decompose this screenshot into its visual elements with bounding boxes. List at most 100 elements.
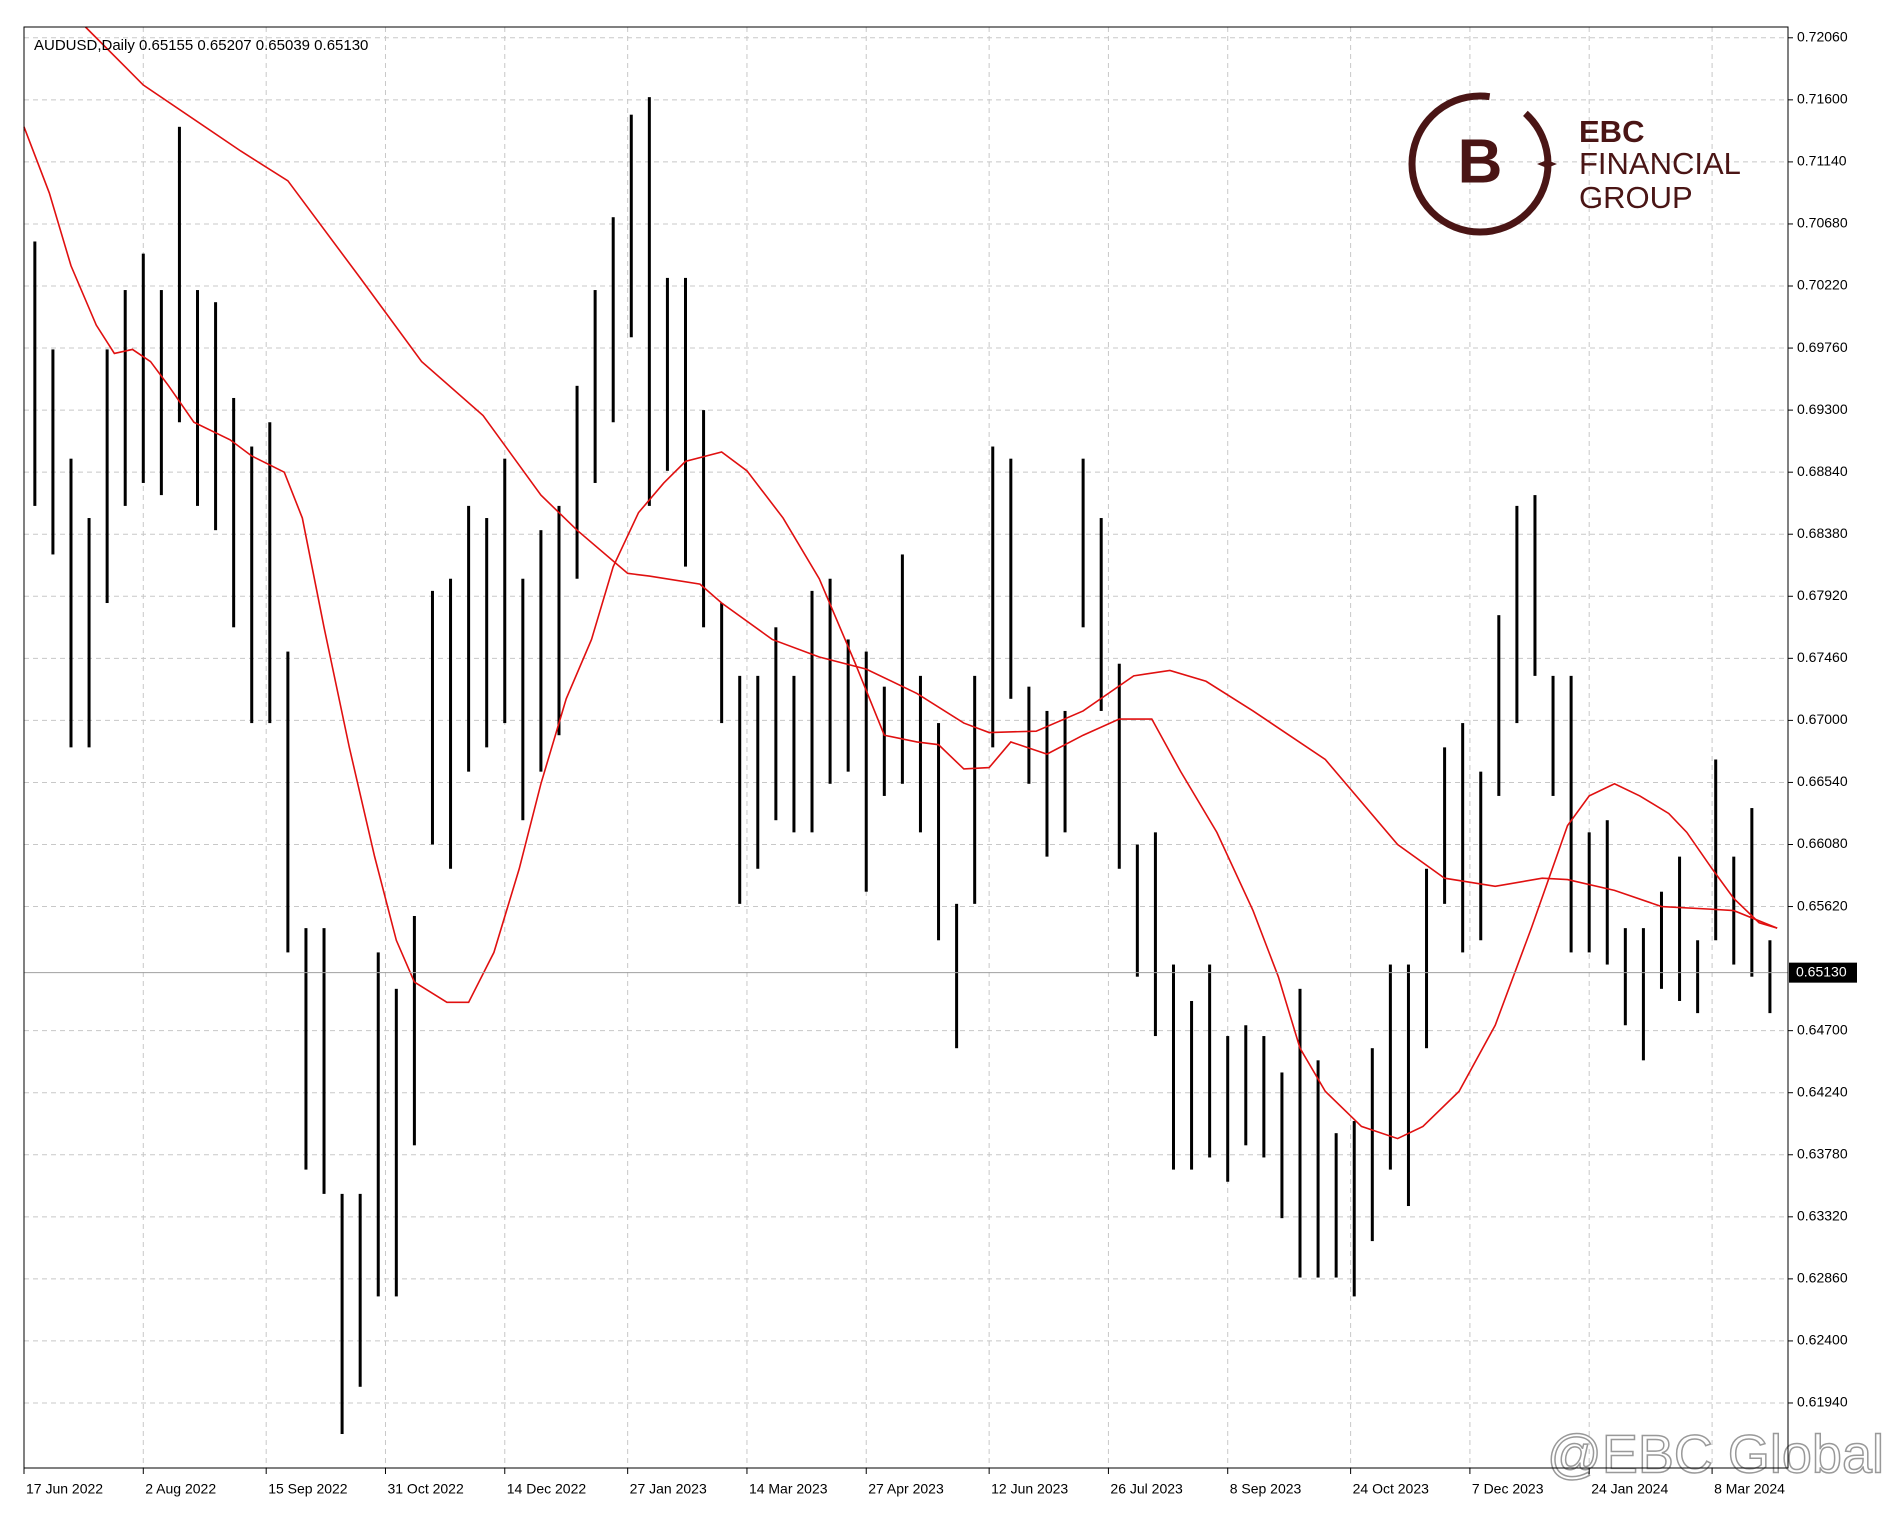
price-bar bbox=[1370, 1048, 1374, 1242]
price-bar bbox=[684, 277, 687, 567]
price-bar bbox=[1641, 928, 1645, 1061]
price-bar bbox=[1316, 1060, 1320, 1278]
price-bar bbox=[1280, 1072, 1284, 1219]
y-tick-label: 0.66540 bbox=[1797, 773, 1848, 789]
logo: B EBC FINANCIAL GROUP bbox=[1408, 92, 1741, 236]
logo-line: FINANCIAL bbox=[1579, 146, 1741, 181]
price-bar bbox=[991, 446, 995, 748]
price-bar bbox=[1099, 518, 1103, 711]
price-bar bbox=[1569, 675, 1573, 953]
price-bar bbox=[1623, 928, 1627, 1026]
price-bar bbox=[485, 518, 489, 748]
price-bar bbox=[1244, 1025, 1248, 1146]
price-bar bbox=[503, 458, 507, 724]
price-bar bbox=[900, 554, 904, 784]
price-bar bbox=[1352, 1121, 1356, 1297]
price-bar bbox=[1208, 964, 1212, 1158]
price-bar bbox=[87, 518, 91, 748]
x-tick-label: 24 Oct 2023 bbox=[1353, 1481, 1429, 1497]
chart-title: AUDUSD,Daily 0.65155 0.65207 0.65039 0.6… bbox=[34, 37, 368, 54]
price-bar bbox=[1533, 495, 1537, 676]
price-bar bbox=[1551, 675, 1555, 796]
price-bar bbox=[1298, 988, 1302, 1278]
price-bar bbox=[1515, 505, 1519, 724]
plot bbox=[23, 26, 1788, 1435]
price-bar bbox=[665, 277, 669, 471]
price-bar bbox=[358, 1193, 362, 1387]
price-bar bbox=[1605, 820, 1609, 965]
price-bar bbox=[575, 385, 579, 579]
price-bar bbox=[1153, 832, 1157, 1037]
price-bar bbox=[177, 126, 181, 423]
x-tick-label: 14 Dec 2022 bbox=[507, 1481, 587, 1497]
price-bar bbox=[123, 290, 127, 506]
price-bar bbox=[33, 241, 37, 506]
price-bar bbox=[196, 290, 200, 506]
price-bar bbox=[539, 530, 543, 772]
y-tick-label: 0.70220 bbox=[1797, 277, 1848, 293]
price-bar bbox=[882, 686, 886, 796]
y-tick-label: 0.70680 bbox=[1797, 215, 1848, 231]
price-bar bbox=[141, 253, 145, 483]
y-tick-label: 0.63780 bbox=[1797, 1145, 1848, 1161]
x-tick-label: 17 Jun 2022 bbox=[26, 1481, 103, 1497]
price-bar bbox=[973, 675, 977, 904]
price-bar bbox=[1117, 663, 1121, 869]
price-bar bbox=[1135, 844, 1139, 977]
last-price-box bbox=[1789, 962, 1857, 983]
x-tick-label: 14 Mar 2023 bbox=[749, 1481, 828, 1497]
y-tick-label: 0.64240 bbox=[1797, 1083, 1848, 1099]
y-tick-label: 0.68380 bbox=[1797, 525, 1848, 541]
price-bar bbox=[611, 217, 615, 423]
price-bar bbox=[1425, 868, 1429, 1049]
logo-mark: B bbox=[1458, 127, 1503, 196]
price-bar bbox=[1479, 771, 1483, 941]
price-bar bbox=[792, 675, 796, 833]
y-tick-label: 0.67000 bbox=[1797, 711, 1848, 727]
price-bar bbox=[937, 723, 941, 941]
price-bar bbox=[51, 349, 55, 555]
x-tick-label: 24 Jan 2024 bbox=[1591, 1481, 1668, 1497]
price-bar bbox=[467, 505, 471, 772]
price-bar bbox=[647, 97, 651, 506]
x-tick-label: 27 Apr 2023 bbox=[868, 1481, 944, 1497]
price-bar bbox=[394, 988, 398, 1297]
x-tick-label: 8 Sep 2023 bbox=[1230, 1481, 1302, 1497]
price-bar bbox=[1334, 1133, 1338, 1278]
price-bar bbox=[105, 349, 109, 604]
y-tick-label: 0.64700 bbox=[1797, 1021, 1848, 1037]
price-bar bbox=[1027, 686, 1031, 784]
y-tick-label: 0.63320 bbox=[1797, 1208, 1848, 1224]
price-bar bbox=[1696, 940, 1700, 1014]
x-tick-label: 26 Jul 2023 bbox=[1110, 1481, 1183, 1497]
y-tick-label: 0.65620 bbox=[1797, 897, 1848, 913]
price-bar bbox=[521, 578, 525, 821]
x-tick-label: 12 Jun 2023 bbox=[991, 1481, 1068, 1497]
price-bar bbox=[918, 675, 922, 833]
y-tick-label: 0.69300 bbox=[1797, 401, 1848, 417]
price-bar bbox=[557, 505, 561, 736]
moving-average bbox=[23, 126, 1778, 1140]
price-bar bbox=[828, 578, 832, 784]
price-bar bbox=[774, 627, 778, 821]
price-bar bbox=[738, 675, 742, 904]
y-tick-label: 0.69760 bbox=[1797, 339, 1848, 355]
y-tick-label: 0.62860 bbox=[1797, 1270, 1848, 1286]
price-bar bbox=[1587, 832, 1591, 953]
y-tick-label: 0.67460 bbox=[1797, 649, 1848, 665]
y-tick-label: 0.62400 bbox=[1797, 1332, 1848, 1348]
price-bar bbox=[955, 903, 959, 1049]
price-bar bbox=[1063, 710, 1067, 833]
price-bar bbox=[449, 578, 453, 869]
price-bar bbox=[1768, 940, 1772, 1014]
price-bar bbox=[1190, 1000, 1194, 1170]
price-bar bbox=[720, 603, 724, 724]
logo-star bbox=[1537, 154, 1557, 174]
y-tick-label: 0.72060 bbox=[1797, 28, 1848, 44]
price-bar bbox=[1045, 710, 1049, 857]
price-bar bbox=[340, 1193, 344, 1435]
y-tick-label: 0.71140 bbox=[1797, 153, 1847, 169]
